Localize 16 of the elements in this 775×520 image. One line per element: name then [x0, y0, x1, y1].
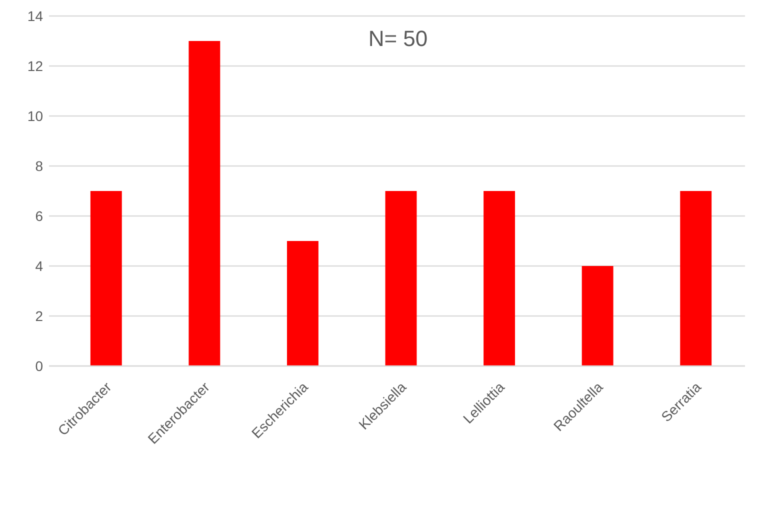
y-tick-label: 6: [35, 208, 44, 224]
bar: [680, 191, 712, 366]
y-tick-label: 14: [27, 8, 44, 24]
bar: [484, 191, 516, 366]
y-tick-label: 12: [27, 58, 44, 74]
bar: [188, 41, 220, 366]
bar: [582, 266, 614, 366]
text: N= 50: [368, 26, 428, 51]
y-tick-label: 8: [35, 158, 44, 174]
bar: [286, 241, 318, 366]
y-tick-label: 10: [27, 108, 44, 124]
bar: [90, 191, 122, 366]
y-tick-label: 4: [35, 258, 44, 274]
y-tick-label: 0: [35, 358, 44, 374]
bar: [385, 191, 417, 366]
y-tick-label: 2: [35, 308, 44, 324]
